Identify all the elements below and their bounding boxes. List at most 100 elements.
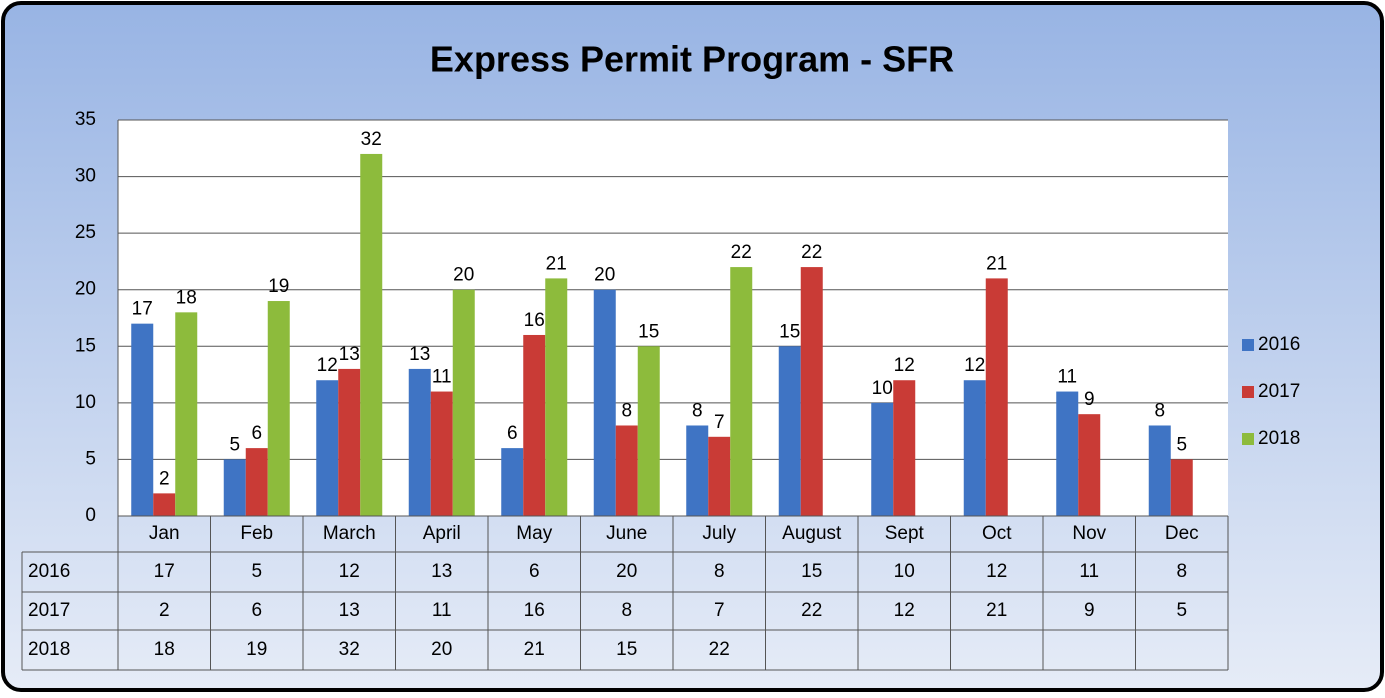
bar: [985, 278, 1008, 516]
legend-swatch: [1242, 339, 1254, 351]
table-cell: 15: [616, 639, 637, 660]
data-label: 6: [251, 423, 262, 444]
bar: [245, 448, 268, 516]
bar: [267, 301, 290, 516]
x-tick-label: March: [323, 523, 376, 544]
bar: [338, 368, 361, 516]
data-label: 11: [1057, 367, 1077, 388]
table-cell: 6: [251, 600, 262, 621]
x-tick-label: Feb: [240, 523, 273, 544]
table-cell: 2: [159, 600, 170, 621]
data-label: 12: [964, 355, 985, 376]
data-label: 21: [986, 253, 1007, 274]
x-tick-label: June: [606, 523, 647, 544]
bar: [1056, 391, 1079, 516]
table-cell: 12: [339, 561, 360, 582]
bar: [963, 380, 986, 516]
y-tick-label: 25: [75, 222, 96, 243]
bar: [615, 425, 638, 516]
legend-swatch: [1242, 386, 1254, 398]
x-tick-label: Sept: [885, 523, 925, 544]
table-cell: 5: [251, 561, 262, 582]
bar: [223, 459, 246, 516]
table-cell: 20: [616, 561, 637, 582]
data-label: 15: [638, 321, 659, 342]
bar: [175, 312, 198, 516]
data-label: 8: [1154, 401, 1165, 422]
bar: [523, 334, 546, 516]
table-cell: 11: [432, 600, 452, 621]
table-cell: 8: [1176, 561, 1187, 582]
bar: [408, 368, 431, 516]
table-cell: 9: [1084, 600, 1095, 621]
y-tick-label: 20: [75, 279, 96, 300]
table-cell: 32: [339, 639, 360, 660]
bar: [501, 448, 524, 516]
data-label: 22: [731, 242, 752, 263]
legend-label: 2017: [1258, 381, 1300, 402]
table-cell: 22: [801, 600, 822, 621]
bar: [316, 380, 339, 516]
data-label: 22: [801, 242, 822, 263]
y-tick-label: 35: [75, 109, 96, 130]
bar: [545, 278, 568, 516]
y-tick-label: 0: [85, 505, 96, 526]
data-label: 21: [546, 253, 567, 274]
bar: [637, 346, 660, 516]
table-row-header: 2018: [28, 639, 70, 660]
x-tick-label: May: [516, 523, 552, 544]
data-label: 32: [361, 129, 382, 150]
data-label: 19: [268, 276, 289, 297]
data-label: 12: [894, 355, 915, 376]
table-cell: 12: [894, 600, 915, 621]
bar: [1170, 459, 1193, 516]
bar: [871, 402, 894, 516]
bar: [153, 493, 176, 516]
x-tick-label: Nov: [1072, 523, 1106, 544]
chart-title: Express Permit Program - SFR: [430, 39, 954, 80]
data-label: 5: [229, 434, 240, 455]
x-tick-label: April: [423, 523, 461, 544]
bar: [131, 323, 154, 516]
legend-label: 2018: [1258, 428, 1300, 449]
bar: [593, 289, 616, 516]
y-tick-label: 15: [75, 335, 96, 356]
bar: [708, 436, 731, 516]
data-label: 10: [872, 378, 893, 399]
data-label: 11: [432, 367, 452, 388]
bar: [800, 267, 823, 516]
data-label: 15: [779, 321, 800, 342]
x-tick-label: Oct: [982, 523, 1012, 544]
x-tick-label: Dec: [1165, 523, 1199, 544]
data-label: 20: [594, 265, 615, 286]
data-label: 6: [507, 423, 518, 444]
data-label: 18: [176, 287, 197, 308]
table-cell: 19: [246, 639, 267, 660]
table-cell: 6: [529, 561, 540, 582]
data-label: 16: [524, 310, 545, 331]
table-cell: 18: [154, 639, 175, 660]
plot-area: [118, 120, 1228, 516]
table-cell: 17: [154, 561, 175, 582]
data-label: 8: [692, 401, 703, 422]
y-tick-label: 30: [75, 166, 96, 187]
table-cell: 10: [894, 561, 915, 582]
table-cell: 11: [1079, 561, 1099, 582]
bar: [730, 267, 753, 516]
data-label: 5: [1176, 434, 1187, 455]
bar: [686, 425, 709, 516]
legend-label: 2016: [1258, 334, 1300, 355]
bar: [452, 289, 475, 516]
y-tick-label: 5: [85, 448, 96, 469]
y-tick-label: 10: [75, 392, 96, 413]
bar: [430, 391, 453, 516]
bar: [1148, 425, 1171, 516]
table-cell: 21: [986, 600, 1007, 621]
table-cell: 12: [986, 561, 1007, 582]
data-label: 12: [317, 355, 338, 376]
table-cell: 15: [801, 561, 822, 582]
data-label: 8: [621, 401, 632, 422]
x-tick-label: Jan: [149, 523, 180, 544]
legend-swatch: [1242, 433, 1254, 445]
